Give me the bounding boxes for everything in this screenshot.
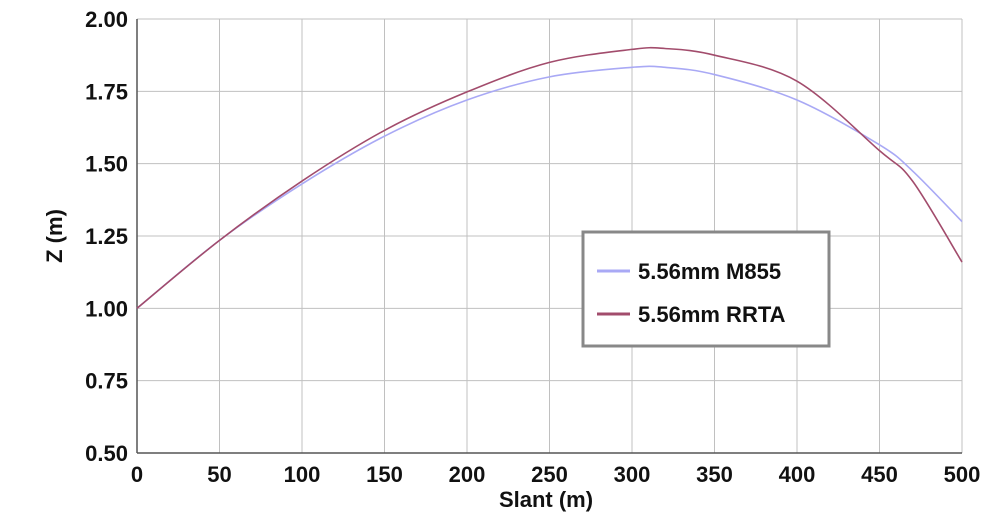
x-tick-label: 250	[531, 462, 568, 487]
series-line-m855	[136, 65, 963, 309]
x-tick-label: 0	[131, 462, 143, 487]
legend-box	[581, 230, 831, 348]
x-tick-label: 150	[366, 462, 403, 487]
legend-label-m855: 5.56mm M855	[638, 259, 781, 284]
x-axis-title: Slant (m)	[499, 487, 593, 512]
x-tick-label: 50	[207, 462, 231, 487]
grid	[136, 18, 963, 454]
y-tick-label: 2.00	[85, 7, 128, 32]
series-lines	[136, 46, 963, 309]
x-tick-label: 100	[284, 462, 321, 487]
x-tick-label: 450	[861, 462, 898, 487]
x-tick-label: 200	[449, 462, 486, 487]
x-tick-label: 500	[944, 462, 981, 487]
tick-labels: 0 50 100 150 200 250 300 350 400 450 500 0.50 0.75 1.…	[85, 7, 980, 487]
y-axis-title: Z (m)	[42, 209, 67, 263]
y-tick-label: 1.00	[85, 296, 128, 321]
series-line-rrta	[136, 46, 963, 309]
legend: 5.56mm M855 5.56mm RRTA	[581, 230, 831, 348]
y-tick-label: 0.50	[85, 441, 128, 466]
y-tick-label: 1.25	[85, 224, 128, 249]
legend-label-rrta: 5.56mm RRTA	[638, 302, 786, 327]
y-tick-label: 1.50	[85, 152, 128, 177]
y-tick-label: 0.75	[85, 369, 128, 394]
x-tick-label: 350	[696, 462, 733, 487]
x-tick-label: 400	[779, 462, 816, 487]
y-tick-label: 1.75	[85, 79, 128, 104]
axes	[136, 19, 962, 454]
x-tick-label: 300	[614, 462, 651, 487]
